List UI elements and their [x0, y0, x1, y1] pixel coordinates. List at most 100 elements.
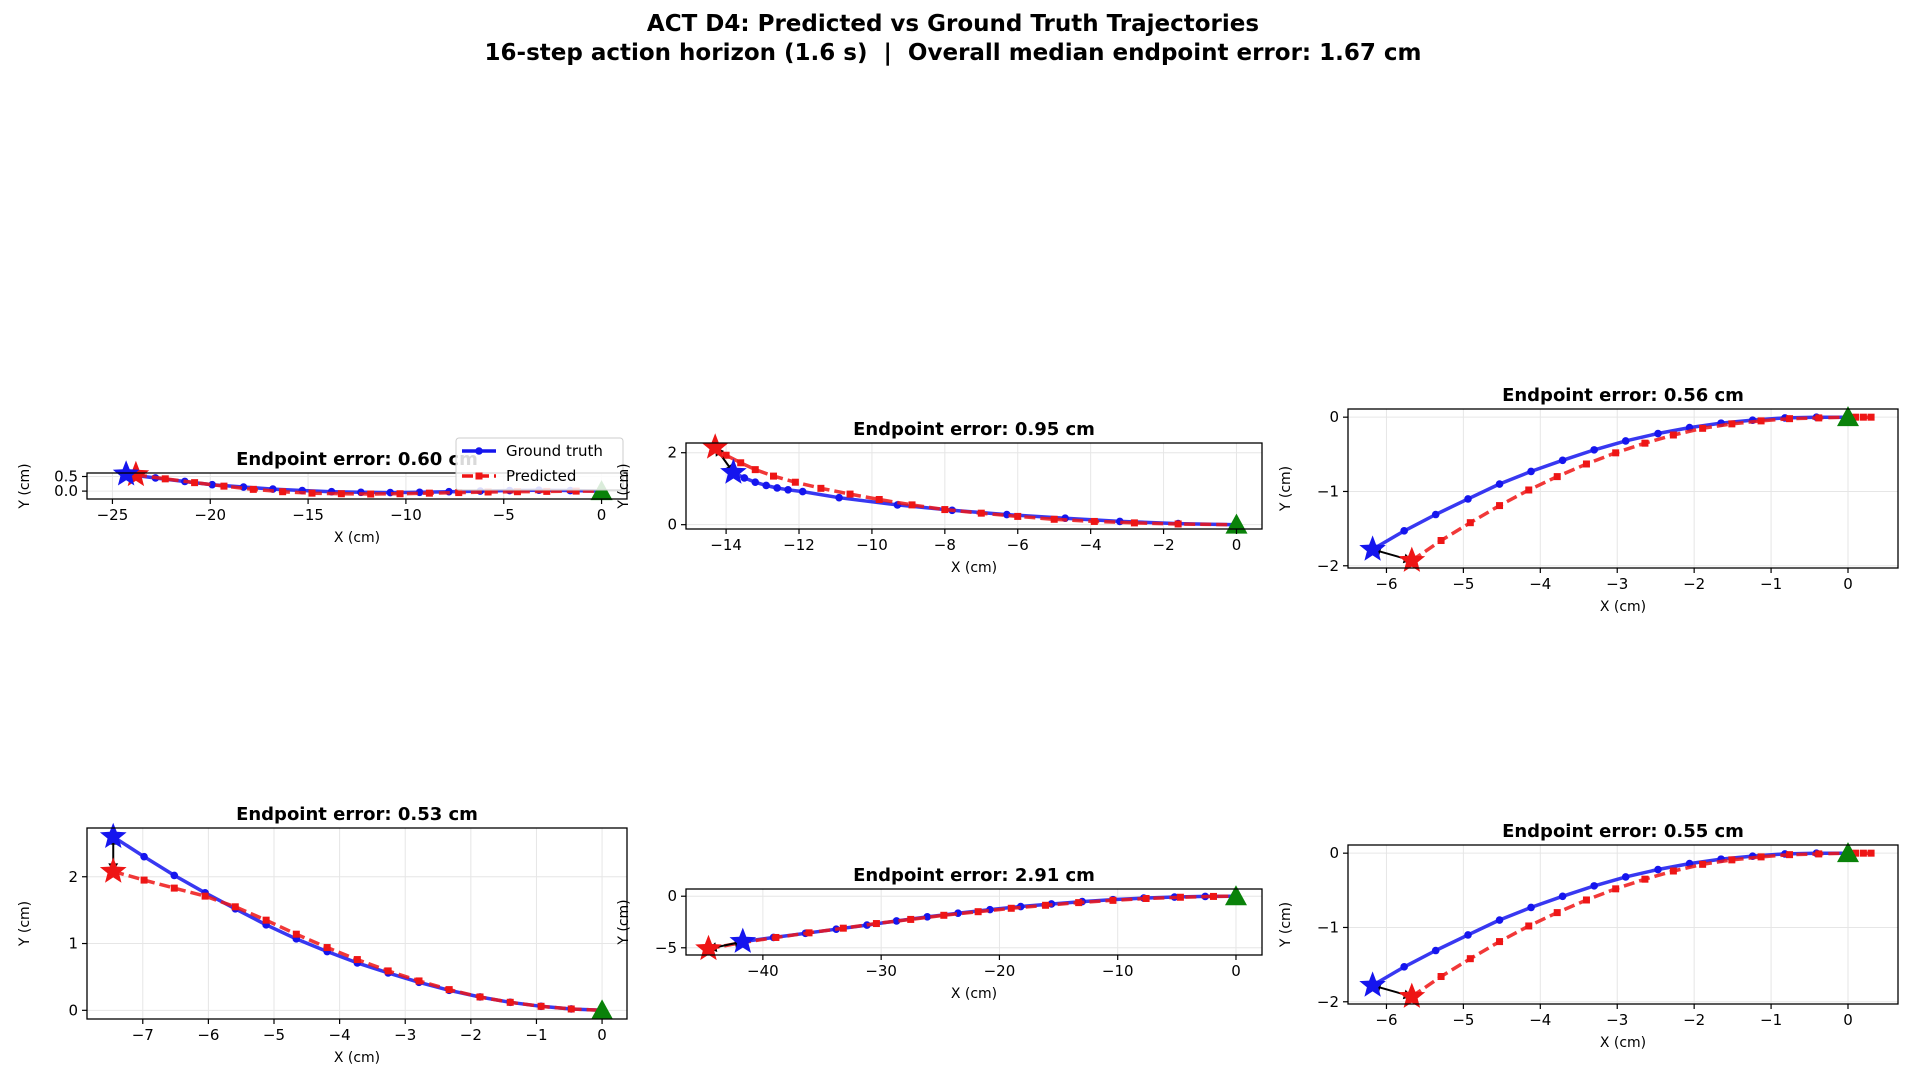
predicted-point	[572, 487, 580, 495]
predicted-point	[396, 490, 404, 498]
predicted-point	[872, 920, 880, 928]
predicted-point	[1525, 486, 1533, 494]
x-tick-label: −3	[394, 1026, 416, 1044]
predicted-line	[708, 894, 1237, 951]
predicted-point	[908, 501, 916, 509]
predicted-point	[476, 993, 484, 1001]
predicted-point	[791, 478, 799, 486]
axes-frame	[1347, 408, 1899, 569]
x-tick-label: 0	[597, 506, 607, 524]
predicted-point	[1210, 892, 1218, 900]
ground-truth-line	[742, 894, 1237, 944]
ground-truth-point	[1527, 467, 1535, 476]
predicted-point	[262, 916, 270, 924]
predicted-point	[1075, 899, 1083, 907]
predicted-point	[846, 490, 854, 498]
predicted-point	[220, 482, 228, 490]
predicted-line	[112, 869, 603, 1013]
start-marker	[1224, 885, 1247, 906]
predicted-point	[1525, 922, 1533, 930]
predicted-end-star	[695, 934, 722, 961]
x-axis-label: X (cm)	[334, 1050, 380, 1066]
plot-area	[1368, 413, 1875, 565]
axes-frame	[685, 888, 1263, 956]
x-tick-label: −6	[1007, 536, 1029, 554]
predicted-point	[506, 998, 514, 1006]
ground-truth-point	[798, 487, 807, 496]
legend-ground-truth-label: Ground truth	[506, 442, 603, 460]
x-tick-label: −1	[1760, 575, 1782, 593]
ground-truth-line	[732, 470, 1237, 527]
ground-truth-point	[835, 493, 843, 502]
x-tick-label: 0	[1843, 575, 1853, 593]
ground-truth-point	[1621, 437, 1630, 445]
predicted-point	[941, 506, 949, 514]
x-tick-label: 0	[597, 1026, 607, 1044]
predicted-point	[513, 488, 521, 496]
plot-area	[109, 832, 606, 1015]
ground-truth-point	[1400, 963, 1408, 971]
predicted-point	[170, 884, 178, 892]
y-axis-label: Y (cm)	[616, 463, 632, 509]
x-tick-label: −1	[1760, 1011, 1782, 1029]
y-tick-label: 2	[667, 444, 677, 462]
x-tick-label: −10	[1102, 962, 1134, 980]
x-tick-label: −6	[1375, 575, 1397, 593]
predicted-point	[1042, 901, 1050, 909]
predicted-point	[543, 487, 551, 495]
subplot-title: Endpoint error: 0.60 cm	[236, 449, 478, 470]
x-tick-label: 0	[1232, 536, 1242, 554]
predicted-point	[1786, 415, 1794, 423]
ground-truth-end-star	[1359, 535, 1386, 561]
predicted-point	[140, 876, 148, 884]
y-tick-label: −2	[1317, 557, 1339, 575]
predicted-point	[1612, 885, 1620, 893]
x-axis-label: X (cm)	[951, 986, 997, 1002]
start-marker	[591, 999, 614, 1020]
predicted-point	[1130, 519, 1138, 527]
predicted-line	[135, 473, 602, 496]
predicted-point	[455, 489, 463, 497]
x-tick-label: 0	[1231, 962, 1241, 980]
predicted-point	[817, 484, 825, 492]
y-tick-label: 2	[68, 868, 78, 886]
axes-frame	[86, 827, 628, 1020]
x-tick-label: −7	[132, 1026, 154, 1044]
x-axis-label: X (cm)	[334, 530, 380, 546]
plot-area	[711, 443, 1241, 529]
subplot-title: Endpoint error: 0.56 cm	[1502, 385, 1744, 406]
predicted-point	[353, 956, 361, 964]
predicted-point	[567, 1005, 575, 1013]
x-tick-label: −4	[1529, 1011, 1551, 1029]
predicted-point	[425, 489, 433, 497]
y-axis-label: Y (cm)	[616, 899, 632, 945]
legend-predicted-marker	[475, 472, 483, 480]
legend-ground-truth-marker	[475, 447, 483, 455]
ground-truth-point	[1590, 882, 1598, 890]
predicted-point	[1437, 537, 1445, 545]
predicted-point	[308, 489, 316, 497]
ground-truth-point	[923, 913, 932, 921]
ground-truth-line	[1371, 415, 1848, 551]
subplot-5: −40 −30 −20 −10 0 −5 0 Endpoint error: 2.91 cm X…	[616, 865, 1263, 1002]
x-tick-label: −12	[783, 536, 815, 554]
predicted-point	[201, 892, 209, 900]
subplot-title: Endpoint error: 0.95 cm	[853, 419, 1095, 440]
x-axis-label: X (cm)	[1600, 599, 1646, 615]
predicted-point	[907, 915, 915, 923]
predicted-point	[1007, 904, 1015, 912]
x-tick-label: −30	[865, 962, 897, 980]
y-tick-label: 0	[1329, 408, 1339, 426]
x-tick-label: −25	[97, 506, 129, 524]
x-axis-label: X (cm)	[951, 560, 997, 576]
predicted-point	[1142, 894, 1150, 902]
x-tick-label: −4	[329, 1026, 351, 1044]
predicted-point	[1437, 973, 1445, 981]
predicted-point	[484, 488, 492, 496]
ground-truth-end-star	[99, 822, 127, 848]
ground-truth-line	[112, 835, 603, 1013]
predicted-point	[769, 472, 777, 480]
predicted-point	[249, 485, 257, 493]
ground-truth-point	[1558, 456, 1567, 465]
